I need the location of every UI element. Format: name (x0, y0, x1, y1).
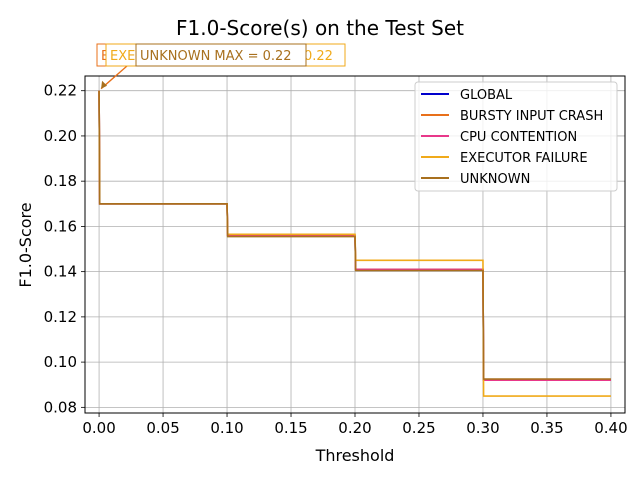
annotations: E EXE 0.22 UNKNOWN MAX = 0.22 (96, 43, 346, 90)
annotation-label: EXE (110, 49, 135, 64)
annotation-label: E (101, 49, 109, 64)
x-tick-label: 0.30 (466, 419, 499, 437)
y-tick-label: 0.20 (44, 127, 77, 145)
y-tick-label: 0.14 (44, 263, 77, 281)
plot-lines (98, 90, 611, 397)
x-tick-label: 0.40 (594, 419, 627, 437)
y-tick-label: 0.10 (44, 353, 77, 371)
x-tick-label: 0.15 (274, 419, 307, 437)
annotation-arrowhead (101, 80, 108, 89)
y-tick-label: 0.16 (44, 217, 77, 235)
legend-label: BURSTY INPUT CRASH (460, 109, 603, 124)
x-tick-label: 0.35 (530, 419, 563, 437)
legend-label: GLOBAL (460, 88, 513, 103)
legend-label: EXECUTOR FAILURE (460, 151, 588, 166)
x-tick-label: 0.20 (338, 419, 371, 437)
chart-title: F1.0-Score(s) on the Test Set (176, 16, 464, 40)
axis-ticks: 0.00 0.05 0.10 0.15 0.20 0.25 0.30 0.35 0.40 0.08… (44, 82, 628, 437)
legend-label: UNKNOWN (460, 172, 530, 187)
y-tick-label: 0.08 (44, 398, 77, 416)
annotation-label: 0.22 (304, 49, 333, 64)
annotation-label: UNKNOWN MAX = 0.22 (140, 49, 292, 64)
x-tick-label: 0.10 (210, 419, 243, 437)
legend-label: CPU CONTENTION (460, 130, 577, 145)
legend-box (414, 81, 618, 192)
y-tick-label: 0.12 (44, 308, 77, 326)
x-tick-label: 0.25 (402, 419, 435, 437)
x-tick-label: 0.00 (82, 419, 115, 437)
annotation-box (135, 43, 307, 67)
y-tick-label: 0.22 (44, 82, 77, 100)
x-tick-label: 0.05 (146, 419, 179, 437)
series-line-unknown (98, 90, 611, 380)
y-axis-label: F1.0-Score (16, 202, 35, 287)
x-axis-label: Threshold (315, 446, 395, 465)
legend: GLOBAL BURSTY INPUT CRASH CPU CONTENTION EX… (414, 81, 618, 192)
y-tick-label: 0.18 (44, 172, 77, 190)
